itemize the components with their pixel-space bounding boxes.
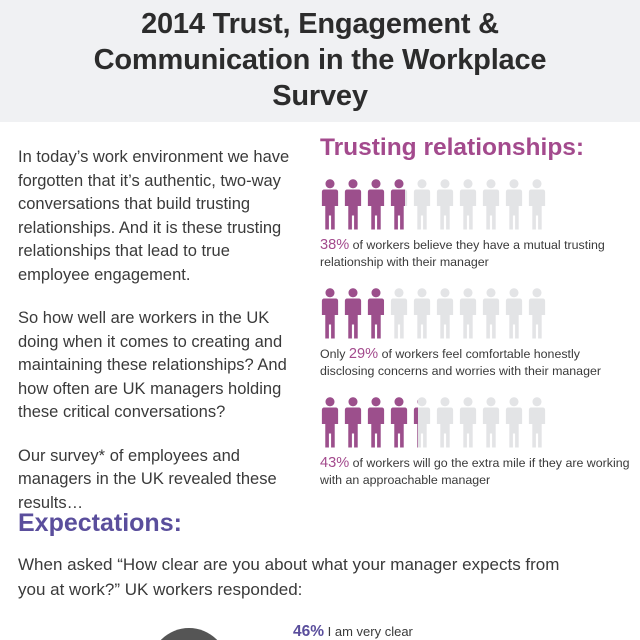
person-icon-empty-layer — [435, 178, 455, 230]
caption-rest: of workers will go the extra mile if the… — [320, 456, 630, 487]
person-icon-empty-layer — [458, 178, 478, 230]
person-icon — [320, 396, 340, 448]
intro-paragraph-1: In today’s work environment we have forg… — [18, 148, 290, 284]
person-icon-empty-layer — [458, 287, 478, 339]
pie-chart-svg — [160, 628, 218, 640]
person-icon-filled-layer — [343, 178, 363, 230]
person-icon-filled-layer — [366, 396, 386, 448]
person-icon — [412, 287, 432, 339]
person-icon — [527, 178, 547, 230]
pictogram-row — [320, 287, 630, 339]
person-icon — [481, 178, 501, 230]
person-icon — [435, 396, 455, 448]
person-icon — [366, 178, 386, 230]
person-icon-empty-layer — [435, 396, 455, 448]
expectations-question: When asked “How clear are you about what… — [18, 555, 560, 599]
caption-prefix: Only — [320, 347, 349, 361]
person-icon-filled-layer — [320, 178, 340, 230]
person-icon — [504, 178, 524, 230]
legend-item-very-clear: 46% I am very clear — [293, 623, 413, 640]
person-icon — [435, 178, 455, 230]
person-icon — [343, 287, 363, 339]
person-icon — [527, 396, 547, 448]
person-icon — [435, 287, 455, 339]
person-icon-filled-layer — [320, 396, 340, 448]
person-icon — [481, 287, 501, 339]
percent-value: 38% — [320, 237, 350, 253]
header-band: 2014 Trust, Engagement & Communication i… — [0, 0, 640, 122]
pictogram-group-43: 43% of workers will go the extra mile if… — [320, 396, 630, 488]
pictogram-caption: 38% of workers believe they have a mutua… — [320, 237, 630, 270]
person-icon-empty-layer — [527, 396, 547, 448]
person-icon-empty-layer — [458, 396, 478, 448]
person-icon — [504, 396, 524, 448]
person-icon — [389, 287, 409, 339]
person-icon — [527, 287, 547, 339]
person-icon — [366, 287, 386, 339]
person-icon-empty-layer — [412, 287, 432, 339]
person-icon-empty-layer — [481, 396, 501, 448]
person-icon-filled-layer — [389, 396, 409, 448]
person-icon — [320, 178, 340, 230]
person-icon-empty-layer — [527, 287, 547, 339]
person-icon — [343, 396, 363, 448]
pictogram-caption: Only 29% of workers feel comfortable hon… — [320, 346, 630, 379]
person-icon-filled-layer — [343, 287, 363, 339]
person-icon — [481, 396, 501, 448]
body-columns: In today’s work environment we have forg… — [0, 134, 640, 512]
person-icon-filled-layer — [412, 396, 418, 448]
person-icon-empty-layer — [412, 178, 432, 230]
page-title: 2014 Trust, Engagement & Communication i… — [93, 8, 547, 112]
trusting-relationships-column: Trusting relationships: 38% of workers b… — [320, 134, 630, 505]
person-icon — [458, 178, 478, 230]
legend-percent: 46% — [293, 623, 325, 640]
person-icon-empty-layer — [481, 178, 501, 230]
intro-text-column: In today’s work environment we have forg… — [18, 146, 296, 515]
person-icon — [412, 396, 432, 448]
intro-paragraph-2: So how well are workers in the UK doing … — [18, 309, 287, 421]
person-icon — [458, 287, 478, 339]
person-icon-empty-layer — [504, 287, 524, 339]
person-icon — [458, 396, 478, 448]
percent-value: 43% — [320, 455, 350, 471]
person-icon — [320, 287, 340, 339]
pictogram-row — [320, 396, 630, 448]
person-icon-filled-layer — [389, 178, 405, 230]
caption-rest: of workers believe they have a mutual tr… — [320, 238, 605, 269]
person-icon — [366, 396, 386, 448]
person-icon-empty-layer — [435, 287, 455, 339]
expectations-chart-row — [0, 600, 640, 640]
pie-chart — [150, 628, 228, 640]
person-icon — [389, 396, 409, 448]
trusting-relationships-heading: Trusting relationships: — [320, 134, 585, 161]
pictogram-caption: 43% of workers will go the extra mile if… — [320, 455, 630, 488]
legend-label: I am very clear — [324, 624, 413, 639]
caption-rest: of workers feel comfortable honestly dis… — [320, 347, 601, 378]
pie-slice — [160, 628, 218, 640]
person-icon-filled-layer — [366, 178, 386, 230]
person-icon-filled-layer — [366, 287, 384, 339]
person-icon-empty-layer — [504, 178, 524, 230]
person-icon-empty-layer — [389, 287, 409, 339]
person-icon-empty-layer — [527, 178, 547, 230]
expectations-section: Expectations: When asked “How clear are … — [18, 508, 622, 602]
person-icon — [343, 178, 363, 230]
person-icon — [389, 178, 409, 230]
pictogram-group-29: Only 29% of workers feel comfortable hon… — [320, 287, 630, 379]
pictogram-group-38: 38% of workers believe they have a mutua… — [320, 178, 630, 270]
person-icon-empty-layer — [481, 287, 501, 339]
expectations-heading: Expectations: — [18, 509, 182, 537]
percent-value: 29% — [348, 346, 379, 362]
person-icon — [412, 178, 432, 230]
intro-paragraph-3: Our survey* of employees and managers in… — [18, 446, 277, 512]
person-icon-filled-layer — [320, 287, 340, 339]
person-icon-filled-layer — [343, 396, 363, 448]
person-icon — [504, 287, 524, 339]
person-icon-empty-layer — [504, 396, 524, 448]
pictogram-row — [320, 178, 630, 230]
